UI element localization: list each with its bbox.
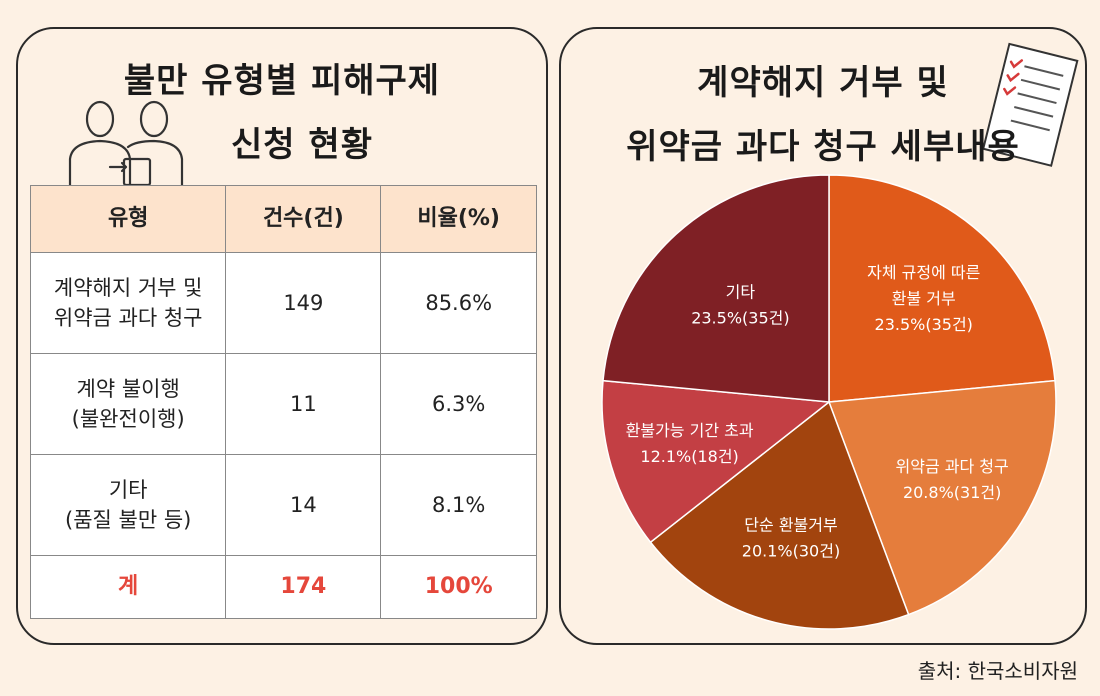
people-icon <box>68 100 184 185</box>
total-count: 174 <box>225 555 382 619</box>
table-row: 계약 불이행 (불완전이행) 11 6.3% <box>29 353 537 455</box>
table-row: 계약해지 거부 및 위약금 과다 청구 149 85.6% <box>29 252 537 354</box>
left-panel: 불만 유형별 피해구제 신청 현황 유형 건수(건) 비율(%) 계약해지 거부… <box>16 27 548 645</box>
total-label: 계 <box>29 555 227 619</box>
row-count: 11 <box>225 353 382 455</box>
pie-slice-simple-refund-refusal <box>649 400 910 630</box>
slice-category-label: 환불가능 기간 초과 <box>626 421 754 440</box>
row-type-line2: 위약금 과다 청구 <box>53 306 203 330</box>
row-type: 계약해지 거부 및 위약금 과다 청구 <box>29 252 227 354</box>
row-type: 기타 (품질 불만 등) <box>29 454 227 556</box>
table-total-row: 계 174 100% <box>29 555 537 619</box>
pie-slice-refund-refusal-policy <box>828 174 1056 403</box>
source-note: 출처: 한국소비자원 <box>917 659 1078 683</box>
slice-value-label: 12.1%(18건) <box>640 447 738 466</box>
checklist-icon <box>982 42 1079 167</box>
header-ratio: 비율(%) <box>380 185 537 253</box>
header-type: 유형 <box>29 185 227 253</box>
complaint-table: 유형 건수(건) 비율(%) 계약해지 거부 및 위약금 과다 청구 149 8… <box>29 185 537 619</box>
right-title-line1: 계약해지 거부 및 <box>697 63 949 103</box>
row-type-line1: 계약해지 거부 및 <box>53 275 203 300</box>
slice-category-label: 단순 환불거부 <box>744 516 837 535</box>
slice-value-label: 23.5%(35건) <box>691 309 789 328</box>
pie-slice-other <box>602 174 830 403</box>
row-type-line1: 계약 불이행 <box>76 376 180 401</box>
pie-slice-refund-period-exceeded <box>601 379 831 544</box>
row-type-line1: 기타 <box>108 477 148 502</box>
row-ratio: 6.3% <box>380 353 537 455</box>
row-type: 계약 불이행 (불완전이행) <box>29 353 227 455</box>
slice-category-label: 환불 거부 <box>892 289 956 308</box>
table-header-row: 유형 건수(건) 비율(%) <box>29 185 537 253</box>
total-ratio: 100% <box>380 555 537 619</box>
row-ratio: 8.1% <box>380 454 537 556</box>
slice-value-label: 23.5%(35건) <box>875 315 973 334</box>
left-title-line1: 불만 유형별 피해구제 <box>123 61 441 101</box>
row-count: 14 <box>225 454 382 556</box>
right-title-line2: 위약금 과다 청구 세부내용 <box>626 127 1020 167</box>
row-type-line2: (품질 불만 등) <box>65 508 192 532</box>
table-row: 기타 (품질 불만 등) 14 8.1% <box>29 454 537 556</box>
slice-category-label: 위약금 과다 청구 <box>896 457 1009 476</box>
slice-value-label: 20.1%(30건) <box>742 542 840 561</box>
row-ratio: 85.6% <box>380 252 537 354</box>
pie-slice-excess-penalty <box>827 379 1057 616</box>
slice-category-label: 자체 규정에 따른 <box>867 263 980 282</box>
row-type-line2: (불완전이행) <box>71 407 185 431</box>
slice-value-label: 20.8%(31건) <box>903 483 1001 502</box>
slice-category-label: 기타 <box>726 283 756 302</box>
header-count: 건수(건) <box>225 185 382 253</box>
row-count: 149 <box>225 252 382 354</box>
left-title-line2: 신청 현황 <box>231 125 373 165</box>
